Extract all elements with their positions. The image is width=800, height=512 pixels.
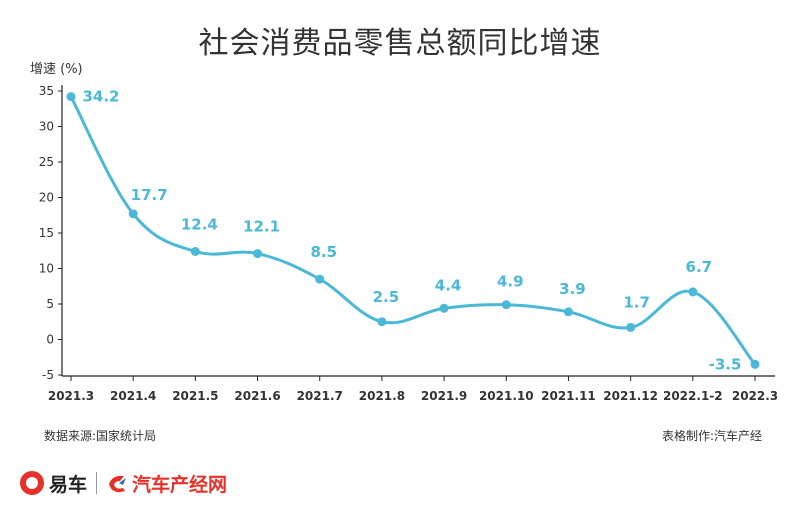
data-label: 2.5: [373, 288, 400, 306]
y-tick-label: 20: [39, 191, 54, 205]
data-point: [750, 359, 760, 369]
data-label: -3.5: [709, 355, 742, 373]
y-axis-label: 增速 (%): [30, 62, 83, 77]
data-point: [128, 209, 138, 219]
y-axis: -5 0 5 10 15 20 25 30 35: [39, 84, 63, 382]
x-tick-label: 2021.9: [421, 389, 467, 403]
brand-divider: [96, 472, 98, 494]
data-label: 3.9: [559, 280, 586, 298]
data-label: 4.9: [497, 273, 524, 291]
brand-bar: 易车 汽车产经网: [20, 468, 227, 498]
series-group: [66, 92, 760, 369]
yiche-logo-icon: [20, 471, 44, 495]
chart-maker: 表格制作:汽车产经: [661, 429, 762, 443]
y-tick-label: 25: [39, 155, 54, 169]
data-label: 6.7: [686, 258, 713, 276]
data-point: [626, 322, 636, 332]
x-tick-label: 2022.1-2: [663, 389, 723, 403]
y-tick-label: -5: [42, 368, 54, 382]
data-point: [563, 307, 573, 317]
x-axis: 2021.3 2021.4 2021.5 2021.6 2021.7 2021.8 2021…: [48, 375, 778, 403]
qichechanjing-logo-text: 汽车产经网: [132, 473, 228, 496]
x-tick-label: 2021.10: [479, 389, 534, 403]
y-tick-label: 30: [39, 120, 54, 134]
data-label: 4.4: [435, 276, 462, 294]
x-tick-label: 2021.12: [603, 389, 658, 403]
data-point: [377, 317, 387, 327]
data-labels-group: 34.2 17.7 12.4 12.1 8.5 2.5 4.4 4.9 3.9 1.7 6.7 -3.…: [82, 88, 741, 374]
data-label: 1.7: [623, 293, 650, 311]
data-point: [315, 274, 325, 284]
series-line: [69, 95, 757, 366]
data-point: [190, 246, 200, 256]
data-label: 12.4: [181, 215, 218, 233]
data-point: [501, 300, 511, 310]
data-point: [688, 287, 698, 297]
y-tick-label: 10: [39, 262, 54, 276]
data-point: [253, 249, 263, 259]
y-tick-label: 0: [46, 333, 54, 347]
x-tick-label: 2021.5: [172, 389, 218, 403]
x-tick-label: 2021.8: [359, 389, 405, 403]
data-label: 17.7: [131, 186, 168, 204]
chart-title: 社会消费品零售总额同比增速: [198, 26, 602, 61]
y-tick-label: 35: [39, 84, 54, 98]
data-point: [66, 92, 76, 102]
x-tick-label: 2022.3: [732, 389, 778, 403]
y-tick-label: 15: [39, 226, 54, 240]
x-tick-label: 2021.11: [541, 389, 596, 403]
x-tick-label: 2021.3: [48, 389, 94, 403]
x-tick-label: 2021.6: [234, 389, 280, 403]
data-label: 12.1: [243, 218, 280, 236]
yiche-logo-text: 易车: [49, 473, 88, 496]
data-label: 8.5: [310, 243, 337, 261]
x-tick-label: 2021.4: [110, 389, 156, 403]
data-point: [439, 303, 449, 313]
y-tick-label: 5: [46, 297, 54, 311]
x-tick-label: 2021.7: [297, 389, 343, 403]
data-label: 34.2: [82, 88, 119, 106]
data-source: 数据来源:国家统计局: [44, 429, 157, 443]
qichechanjing-logo-icon: [106, 472, 128, 494]
